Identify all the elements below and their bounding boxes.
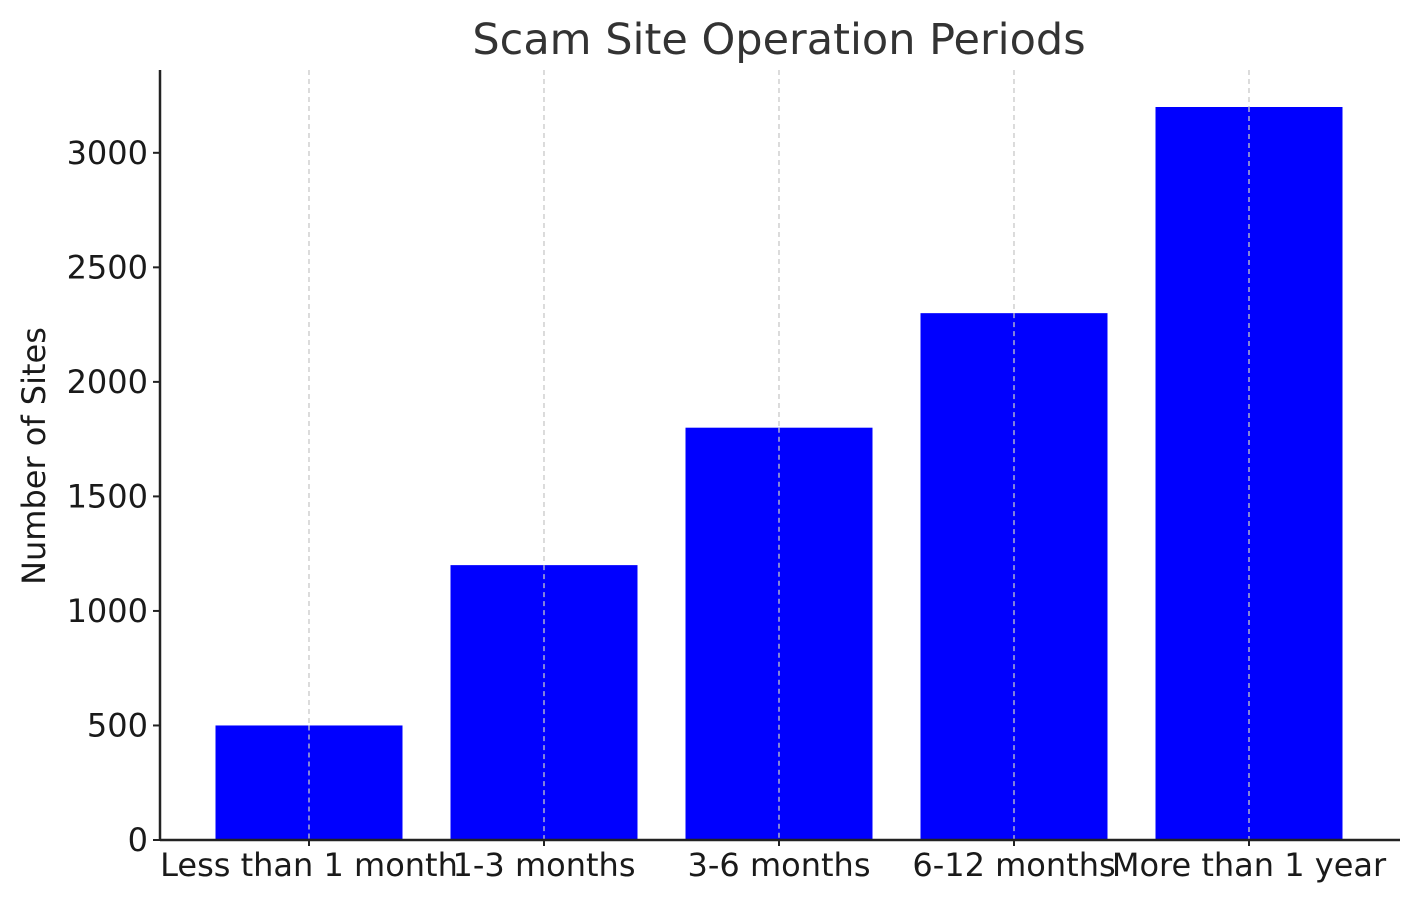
y-tick-label: 500: [87, 706, 148, 744]
x-tick-label: Less than 1 month: [160, 846, 458, 884]
y-tick-label: 2000: [67, 363, 148, 401]
x-tick-label: 6-12 months: [912, 846, 1115, 884]
y-tick-label: 2500: [67, 248, 148, 286]
x-tick-label: More than 1 year: [1112, 846, 1387, 884]
chart-title: Scam Site Operation Periods: [472, 15, 1085, 65]
y-tick-label: 0: [128, 821, 148, 859]
x-tick-label: 3-6 months: [688, 846, 871, 884]
y-tick-label: 1500: [67, 477, 148, 515]
y-tick-label: 1000: [67, 592, 148, 630]
y-tick-label: 3000: [67, 134, 148, 172]
bar: [1155, 107, 1343, 840]
y-axis-label: Number of Sites: [15, 327, 53, 585]
gridlines-over-bars: [308, 107, 1250, 840]
x-tick-label: 1-3 months: [453, 846, 636, 884]
y-axis-ticks: 0 500 1000 1500 2000 2500 3000: [67, 134, 160, 859]
bar: [685, 427, 873, 840]
